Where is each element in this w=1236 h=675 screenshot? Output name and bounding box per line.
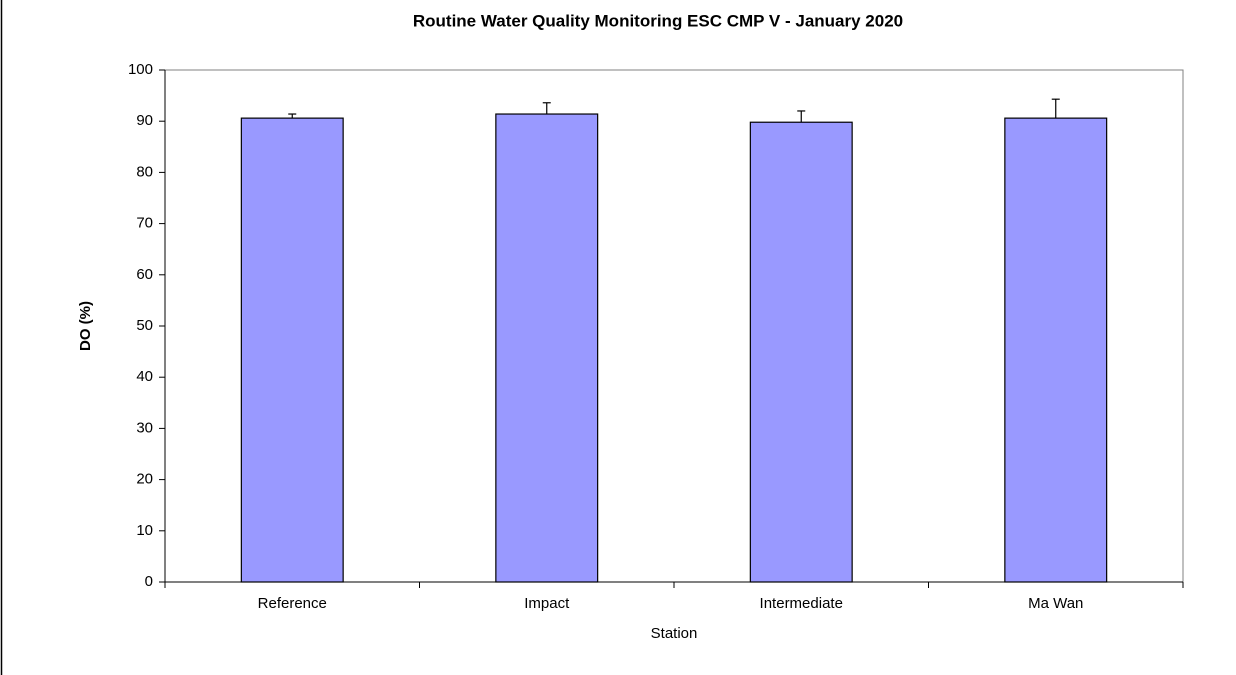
y-tick-label: 60 [136, 266, 153, 283]
x-tick-label: Impact [524, 595, 570, 612]
bar [240, 117, 344, 583]
bar [495, 113, 599, 583]
y-axis-label: DO (%) [77, 301, 94, 351]
x-tick-label: Ma Wan [1028, 595, 1083, 612]
x-tick-label: Intermediate [760, 595, 843, 612]
y-tick-label: 30 [136, 419, 153, 436]
y-tick-label: 10 [136, 522, 153, 539]
y-tick-label: 0 [145, 573, 153, 590]
x-axis-label: Station [651, 625, 698, 642]
bar [1004, 117, 1108, 583]
y-tick-label: 80 [136, 163, 153, 180]
y-tick-label: 20 [136, 471, 153, 488]
bar [749, 121, 853, 583]
y-tick-label: 70 [136, 215, 153, 232]
y-tick-label: 40 [136, 368, 153, 385]
y-tick-label: 50 [136, 317, 153, 334]
y-tick-label: 90 [136, 112, 153, 129]
y-tick-label: 100 [128, 61, 153, 78]
chart-title: Routine Water Quality Monitoring ESC CMP… [413, 11, 903, 30]
x-tick-label: Reference [258, 595, 327, 612]
